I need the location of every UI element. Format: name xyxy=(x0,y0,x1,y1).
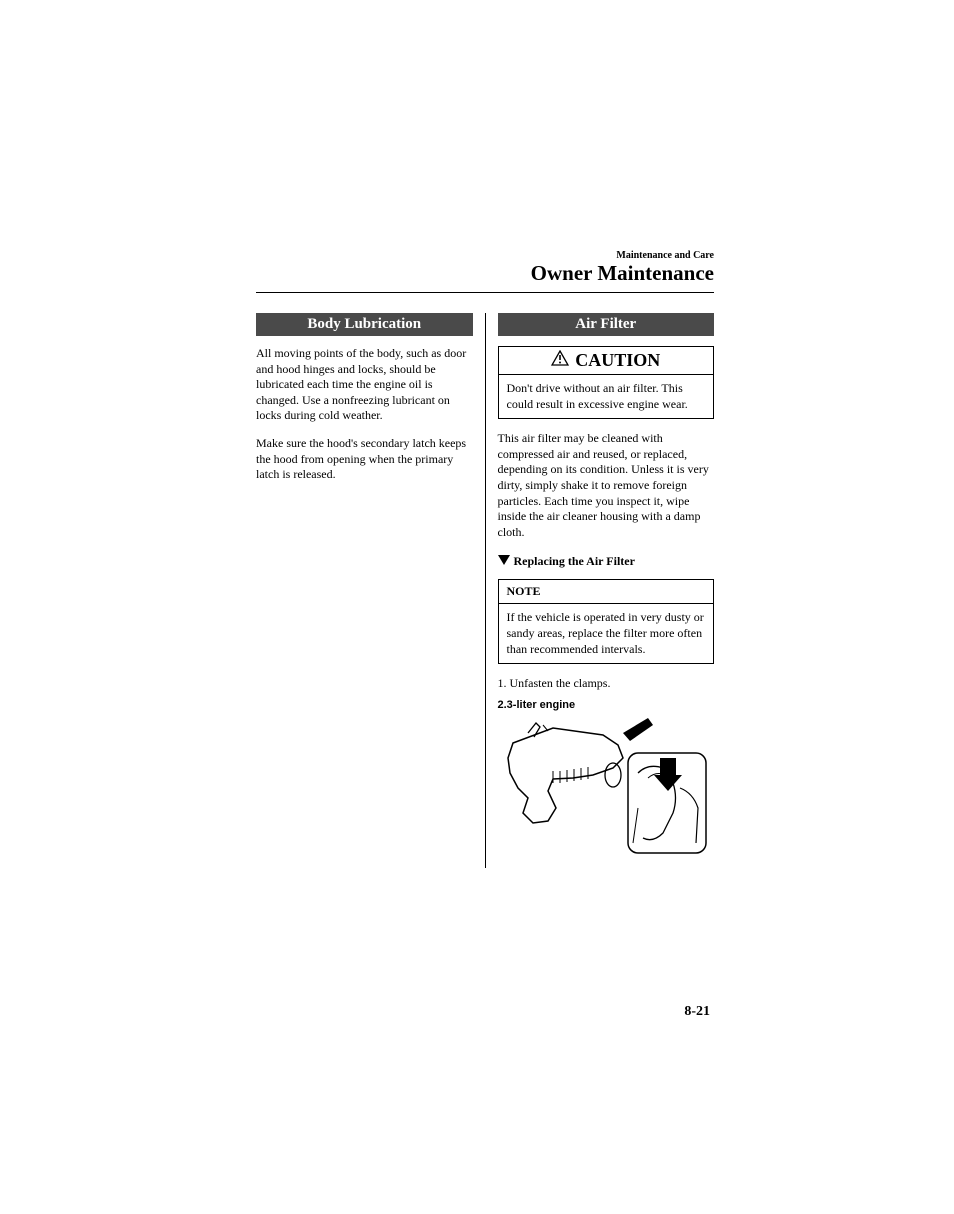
caution-title: CAUTION xyxy=(575,350,660,371)
note-label: NOTE xyxy=(499,580,714,604)
air-filter-heading: Air Filter xyxy=(498,313,715,336)
body-lubrication-heading: Body Lubrication xyxy=(256,313,473,336)
left-column: Body Lubrication All moving points of th… xyxy=(256,313,485,868)
page: Maintenance and Care Owner Maintenance B… xyxy=(0,0,954,1214)
caution-header: CAUTION xyxy=(499,347,714,375)
note-box: NOTE If the vehicle is operated in very … xyxy=(498,579,715,664)
header-chapter: Maintenance and Care xyxy=(256,250,714,261)
air-filter-diagram xyxy=(498,713,708,868)
header-section: Owner Maintenance xyxy=(256,261,714,286)
replacing-subheading-text: Replacing the Air Filter xyxy=(514,554,635,569)
right-column: Air Filter CAUTION Don't drive without a… xyxy=(485,313,715,868)
note-body: If the vehicle is operated in very dusty… xyxy=(499,604,714,663)
caution-box: CAUTION Don't drive without an air filte… xyxy=(498,346,715,419)
body-lubrication-para2: Make sure the hood's secondary latch kee… xyxy=(256,436,473,483)
engine-label: 2.3-liter engine xyxy=(498,699,715,711)
triangle-down-icon xyxy=(498,554,510,569)
body-lubrication-para1: All moving points of the body, such as d… xyxy=(256,346,473,424)
step-1: 1. Unfasten the clamps. xyxy=(498,676,715,691)
page-number: 8-21 xyxy=(684,1004,710,1020)
warning-icon xyxy=(551,350,569,371)
header-rule xyxy=(256,292,714,293)
content-columns: Body Lubrication All moving points of th… xyxy=(256,313,714,868)
air-filter-para1: This air filter may be cleaned with comp… xyxy=(498,431,715,540)
page-header: Maintenance and Care Owner Maintenance xyxy=(256,250,714,286)
caution-body: Don't drive without an air filter. This … xyxy=(499,375,714,418)
replacing-subheading: Replacing the Air Filter xyxy=(498,554,715,569)
